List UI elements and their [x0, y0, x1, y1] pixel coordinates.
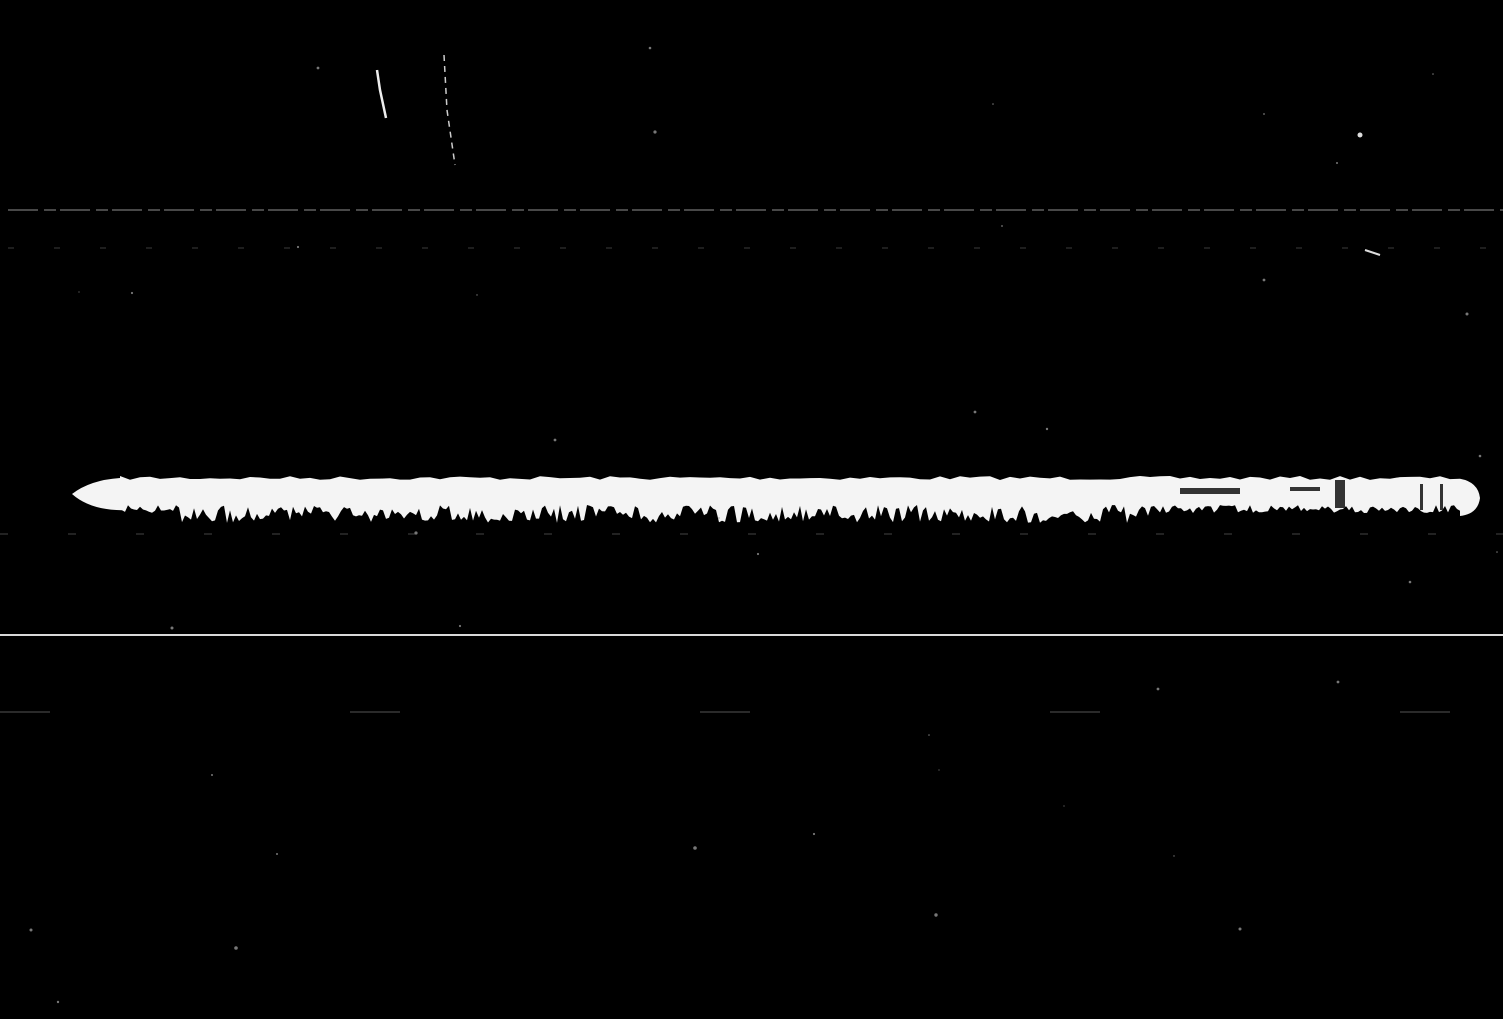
speck [1263, 279, 1266, 282]
streak-detail [1420, 484, 1423, 510]
speck [476, 294, 477, 295]
speck [276, 853, 278, 855]
speck [1466, 313, 1469, 316]
speck [78, 291, 79, 292]
speck [297, 246, 299, 248]
speck [211, 774, 213, 776]
speck [1479, 455, 1482, 458]
speck [459, 625, 461, 627]
speck [1046, 428, 1048, 430]
speck [1063, 805, 1064, 806]
speck [131, 292, 133, 294]
speck [1157, 688, 1160, 691]
speck [928, 734, 930, 736]
speck [1337, 681, 1340, 684]
speck [1001, 225, 1003, 227]
streak-detail [1290, 487, 1320, 491]
speck [554, 439, 557, 442]
streak-detail [1440, 484, 1443, 510]
speck [693, 846, 697, 850]
speck [1173, 855, 1174, 856]
speck [718, 517, 719, 518]
speck [57, 1001, 59, 1003]
streak-detail [1335, 480, 1345, 508]
photo [0, 0, 1503, 1019]
page: {} html, body { margin: 0; padding: 0; b… [0, 0, 1503, 1019]
speck [171, 627, 174, 630]
speck [1336, 162, 1338, 164]
speck [1496, 551, 1498, 553]
streak-detail [1180, 488, 1240, 494]
speck [1239, 928, 1242, 931]
speck [813, 833, 815, 835]
body: (() => { const svg = document.getElement… [0, 0, 1503, 1019]
speck [974, 411, 977, 414]
speck [414, 531, 417, 534]
speck [992, 103, 994, 105]
speck [1432, 73, 1434, 75]
speck [317, 67, 320, 70]
speck [938, 769, 939, 770]
speck [30, 929, 33, 932]
speck [234, 946, 238, 950]
speck [1409, 581, 1412, 584]
speck [1263, 113, 1265, 115]
speck [653, 130, 656, 133]
speck [649, 47, 652, 50]
speck [1358, 133, 1363, 138]
speck [757, 553, 759, 555]
speck [934, 913, 937, 916]
